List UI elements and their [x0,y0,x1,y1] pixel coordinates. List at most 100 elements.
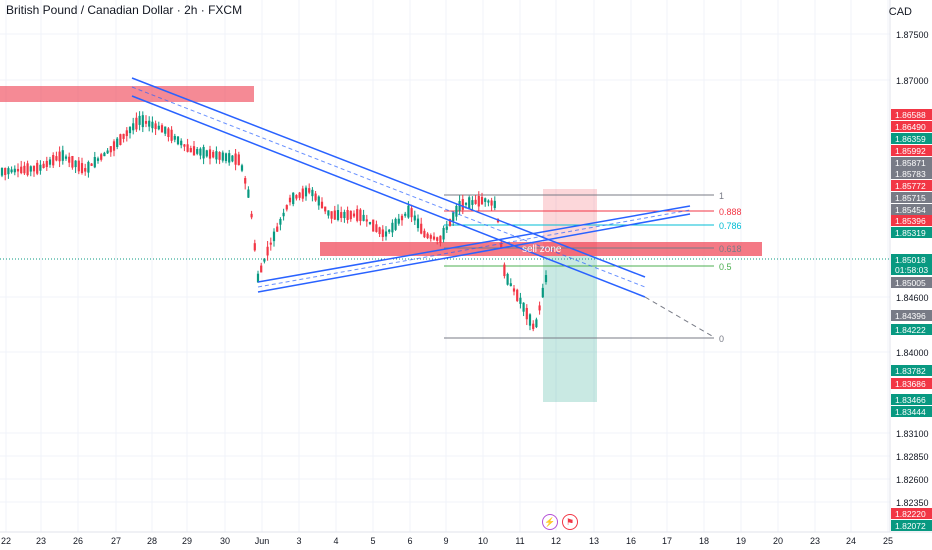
price-label-bg [891,145,932,156]
time-label: 27 [111,536,121,546]
candle-body [23,165,26,174]
candle-body [237,154,240,166]
price-label: 1.85783 [895,169,926,179]
price-label: 1.84222 [895,325,926,335]
price-label-bg [891,406,932,417]
candle-body [29,166,32,172]
candlestick-series [0,111,548,332]
price-label-bg [891,121,932,132]
candle-body [407,205,410,218]
candle-body [212,151,215,158]
candle-body [359,209,362,222]
candle-body [404,213,407,216]
candle-body [304,187,308,197]
price-label: 1.85018 [895,255,926,265]
candle-body [410,208,413,218]
currency-label[interactable]: CAD [888,6,912,18]
candle-body [103,152,106,157]
stop-loss-area[interactable] [543,189,597,256]
time-label: Jun [255,536,270,546]
time-label: 12 [551,536,561,546]
candle-body [503,264,506,277]
candle-body [224,153,228,162]
candle-body [285,205,288,210]
time-label: 10 [478,536,488,546]
candle-body [196,149,199,154]
candle-body [247,189,250,198]
time-label: 16 [626,536,636,546]
candle-body [13,168,16,173]
price-label: 1.85319 [895,228,926,238]
candle-body [250,213,253,218]
fib-label-0: 0 [719,334,724,344]
price-tick: 1.84600 [896,293,929,303]
ascending-channel[interactable] [257,205,691,293]
candle-body [327,210,330,216]
candle-body [122,133,125,139]
candle-body [71,156,74,168]
candle-body [42,163,45,168]
price-label-bg [891,204,932,215]
candle-body [394,218,397,230]
candle-body [39,164,42,171]
candle-body [16,168,20,172]
candle-body [391,222,394,233]
candle-body [77,160,80,172]
take-profit-area[interactable] [543,256,597,402]
candle-body [480,196,484,205]
price-tick: 1.84000 [896,348,929,358]
candle-body [228,153,231,163]
candle-body [36,162,39,174]
candle-body [80,163,84,174]
price-label: 1.85715 [895,193,926,203]
candle-body [176,136,180,145]
price-tick: 1.87000 [896,76,929,86]
price-scale-labels: 1.865881.864901.863591.859921.858711.857… [891,109,932,531]
fib-label-1: 1 [719,191,724,201]
price-label: 1.82220 [895,509,926,519]
sell-zone-rect[interactable] [320,242,762,256]
candle-body [10,169,13,173]
descending-channel[interactable] [131,77,713,337]
candle-body [0,167,4,176]
candle-body [269,242,272,245]
price-label: 1.86359 [895,134,926,144]
price-label: 1.85005 [895,278,926,288]
candle-body [522,302,525,312]
candle-body [429,235,432,239]
candle-body [183,144,186,147]
price-label: 01:58:03 [895,265,928,275]
price-tick: 1.87500 [896,30,929,40]
candle-body [7,168,10,175]
candle-body [378,227,381,235]
symbol-title: British Pound / Canadian Dollar · 2h · F… [6,3,243,17]
candle-body [356,209,359,221]
candle-body [74,160,77,168]
candle-body [93,157,96,168]
candle-body [119,134,122,146]
candle-body [116,138,119,147]
price-label-bg [891,365,932,376]
candle-body [471,200,474,205]
candle-body [484,198,487,202]
candle-body [301,188,304,199]
time-label: 19 [736,536,746,546]
flag-event-icon[interactable]: ⚑ [562,514,578,530]
price-label: 1.83782 [895,366,926,376]
lightning-event-icon[interactable]: ⚡ [542,514,558,530]
candle-body [68,156,71,163]
candle-body [420,223,423,234]
candle-body [231,155,234,162]
price-label: 1.85396 [895,216,926,226]
candle-body [61,150,64,161]
fib-label-0618: 0.618 [719,244,742,254]
candle-body [464,202,468,205]
price-label: 1.83686 [895,379,926,389]
candle-body [544,275,548,283]
candle-body [244,178,247,184]
price-tick: 1.82350 [896,498,929,508]
resistance-zone[interactable] [0,86,254,102]
fibonacci-retracement[interactable]: 1 0.888 0.786 0.618 0.5 0 [444,191,742,344]
price-label-bg [891,324,932,335]
